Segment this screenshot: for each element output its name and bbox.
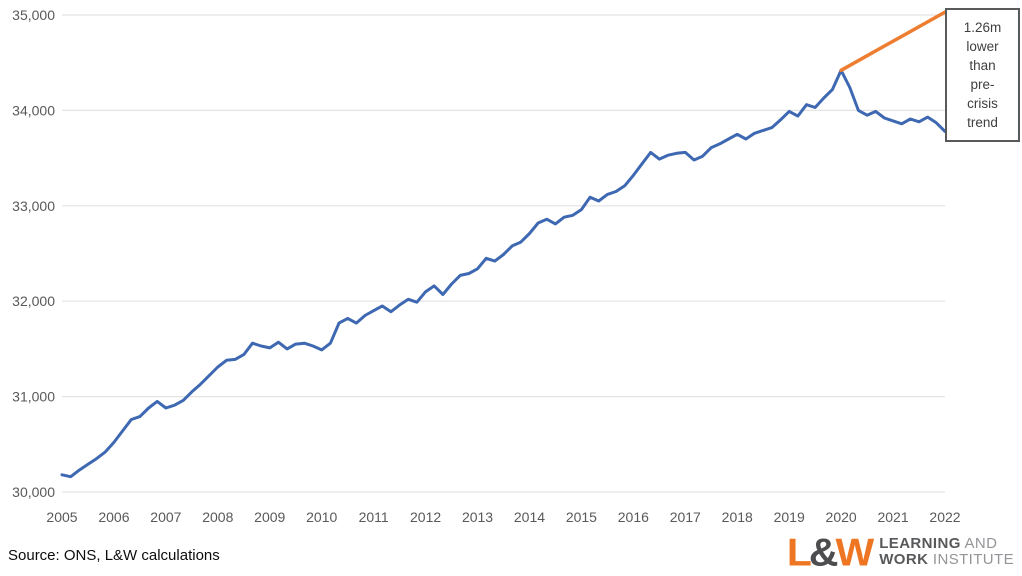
annotation-line: trend [967,115,998,130]
x-tick-label: 2015 [566,509,597,525]
employment-line [60,68,947,479]
pre-crisis-trend-line [839,10,947,73]
x-tick-label: 2020 [826,509,857,525]
logo-word-institute: INSTITUTE [928,551,1014,568]
x-tick-label: 2012 [410,509,441,525]
logo-text: LEARNING AND WORK INSTITUTE [879,534,1014,569]
x-tick-label: 2013 [462,509,493,525]
x-tick-label: 2016 [618,509,649,525]
x-tick-label: 2007 [150,509,181,525]
logo-ampersand: & [808,530,839,574]
annotation-line: 1.26m [963,20,1002,35]
source-note: Source: ONS, L&W calculations [8,547,220,564]
y-tick-label: 35,000 [12,7,55,23]
x-tick-label: 2017 [670,509,701,525]
annotation-line: lower [966,39,999,54]
x-tick-label: 2008 [202,509,233,525]
annotation-line: crisis [967,96,998,111]
learning-and-work-institute-logo: L&W LEARNING AND WORK INSTITUTE [787,532,1014,572]
annotation-box: 1.26m lower than pre- crisis trend [945,8,1020,142]
y-tick-label: 31,000 [12,389,55,405]
y-tick-label: 30,000 [12,484,55,500]
y-tick-label: 32,000 [12,293,55,309]
x-tick-label: 2018 [722,509,753,525]
x-tick-label: 2014 [514,509,545,525]
logo-letter-l: L [786,530,812,574]
annotation-line: pre- [970,77,995,92]
logo-word-learning: LEARNING [879,534,961,552]
logo-letter-w: W [835,530,875,574]
x-tick-label: 2011 [359,509,389,525]
y-tick-label: 34,000 [12,102,55,118]
y-tick-label: 33,000 [12,198,55,214]
logo-word-and: AND [960,534,998,552]
x-tick-label: 2022 [929,509,960,525]
x-tick-label: 2005 [46,509,77,525]
x-tick-label: 2019 [774,509,805,525]
logo-word-work: WORK [879,551,929,568]
x-tick-label: 2009 [254,509,285,525]
annotation-line: than [969,58,996,73]
x-tick-label: 2021 [877,509,908,525]
x-tick-label: 2006 [98,509,129,525]
x-tick-label: 2010 [306,509,337,525]
lw-logo-mark: L&W [786,530,875,574]
